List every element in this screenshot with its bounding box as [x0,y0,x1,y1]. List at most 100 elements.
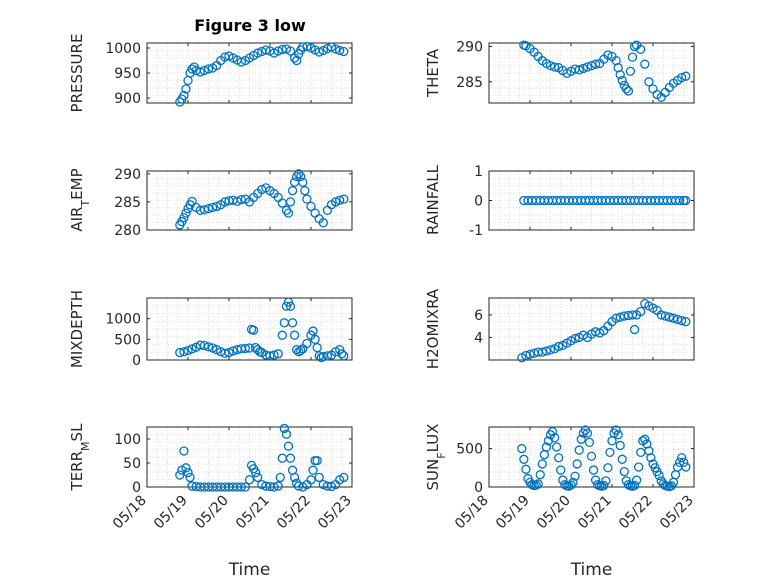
data-point [574,65,584,75]
data-point [640,59,650,69]
axes-box [146,297,353,361]
y-axis-label: H2OMIXRA [424,288,442,369]
y-tick-label: 500 [456,442,483,458]
data-point [668,313,679,323]
data-point [627,52,638,62]
data-point [179,446,189,456]
data-point [236,482,246,492]
data-point [179,212,189,223]
data-point [572,459,582,469]
data-point [679,457,689,468]
data-point [601,476,611,486]
data-point [582,428,593,438]
y-tick-label: 500 [114,332,141,348]
data-point [664,312,675,322]
data-point [312,455,322,466]
data-point [574,445,584,455]
data-point [545,345,556,355]
data-point [285,453,296,463]
data-point [296,171,306,182]
data-point [183,75,193,86]
y-axis-label: MIXDEPTH [68,290,86,368]
data-point [627,310,638,320]
data-point [179,347,189,357]
data-point [330,44,341,54]
data-point [240,343,251,354]
y-tick-label: 6 [474,308,483,324]
data-point [248,325,259,335]
y-tick-label: 1 [474,164,483,180]
data-point [607,436,617,446]
data-point [582,62,593,72]
data-point [623,480,634,490]
data-point [576,434,586,444]
data-point [181,84,191,94]
data-point [203,203,214,214]
data-point [308,326,318,336]
data-point [681,195,691,206]
data-point [187,344,197,354]
y-tick-label: 0 [474,194,483,210]
data-point [291,171,302,182]
y-tick-label: 4 [474,330,483,346]
y-tick-label: 285 [114,195,141,211]
subplot-sun-flux: 0 500 05/18 05/19 05/20 05/21 05/22 05/23 Time [452,425,697,580]
data-point [590,59,601,69]
y-tick-label: 1000 [105,41,141,57]
data-point [279,423,290,434]
data-point [291,345,302,355]
data-point [677,315,687,326]
data-point [615,70,625,80]
data-point [533,479,543,489]
data-point [269,350,279,360]
subplot-pressure: 900 950 1000 [105,41,353,107]
data-point [310,208,320,218]
data-point [634,462,644,472]
data-point [531,480,541,490]
y-tick-label: -1 [469,223,483,239]
data-point [185,472,195,483]
data-point [285,301,296,311]
data-point [322,351,333,361]
data-point [588,465,599,475]
data-point [207,202,218,213]
data-point [306,475,316,485]
data-point [302,194,312,204]
data-point [549,433,560,443]
data-point [287,186,298,196]
x-tick-label: 05/19 [493,493,533,533]
data-point [660,311,670,321]
axes-box [488,42,695,104]
data-point [339,194,349,204]
data-point [275,472,285,483]
data-point [273,46,283,56]
data-point [298,177,308,187]
data-point [335,45,345,56]
data-point [224,347,234,358]
data-point [294,169,304,179]
x-axis-label: Time [228,560,271,580]
data-point [312,342,322,353]
x-tick-label: 05/20 [534,493,574,533]
x-tick-label: 05/21 [233,493,273,533]
subplot-theta: 285 290 [456,40,695,104]
data-point [212,201,222,212]
data-point [281,205,292,215]
data-point [654,470,664,481]
y-axis-label: PRESSURE [68,34,86,113]
x-tick-label: 05/23 [657,493,697,533]
data-point [554,453,564,463]
data-point [605,447,615,458]
data-point [253,472,263,483]
y-tick-label: 950 [114,66,141,82]
data-point [318,218,328,228]
data-point [289,330,300,340]
data-point [199,205,210,215]
y-tick-label: 0 [132,480,141,496]
data-point [330,197,341,207]
data-point [675,195,685,206]
data-point [521,350,531,361]
data-point [558,475,568,485]
data-point [554,341,564,352]
data-point [566,480,576,490]
